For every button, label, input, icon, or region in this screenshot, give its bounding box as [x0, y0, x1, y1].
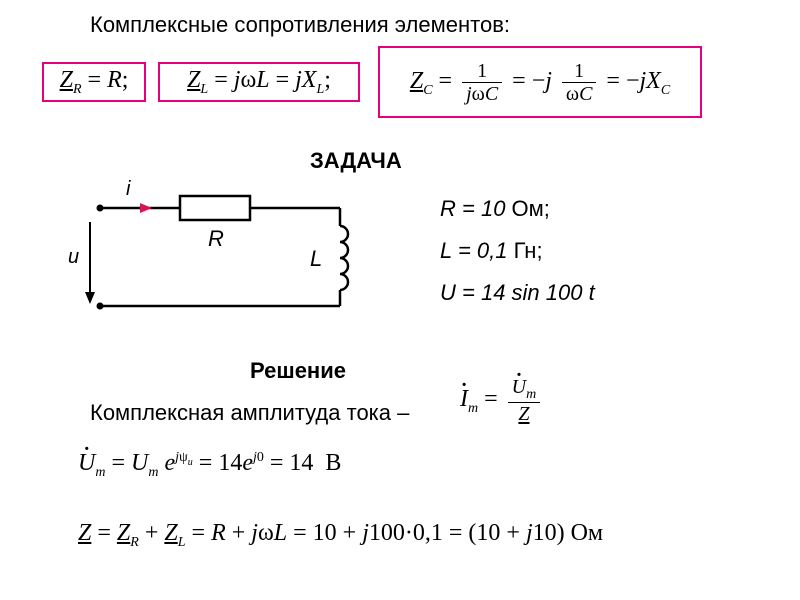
param-r: R = 10 Ом;: [440, 188, 595, 230]
parameters-block: R = 10 Ом; L = 0,1 Гн; U = 14 sin 100 t: [440, 188, 595, 314]
amplitude-text: Комплексная амплитуда тока –: [90, 400, 409, 426]
circuit-diagram: i u R L: [80, 178, 380, 328]
um-formula: Um = Um ejψu = 14ej0 = 14 В: [78, 450, 341, 481]
param-l: L = 0,1 Гн;: [440, 230, 595, 272]
u-label: u: [68, 246, 79, 269]
inductor-icon: [340, 226, 348, 290]
formula-zl: ZL = jωL = jXL;: [187, 67, 331, 98]
page-title: Комплексные сопротивления элементов:: [90, 12, 510, 38]
im-formula: Im = Um Z: [460, 376, 544, 425]
formula-zr-box: ZR = R;: [42, 62, 146, 102]
formula-zc-box: ZC = 1 jωC = −j 1 ωC = −jXC: [378, 46, 702, 118]
l-label: L: [310, 246, 322, 272]
i-label: i: [126, 178, 130, 201]
z-formula: Z = ZR + ZL = R + jωL = 10 + j100·0,1 = …: [78, 520, 603, 551]
formula-zl-box: ZL = jωL = jXL;: [158, 62, 360, 102]
solution-heading: Решение: [250, 358, 346, 384]
voltage-arrow-icon: [85, 292, 95, 304]
current-arrow-icon: [140, 203, 152, 213]
formula-zc: ZC = 1 jωC = −j 1 ωC = −jXC: [410, 60, 670, 105]
r-label: R: [208, 226, 224, 252]
formula-zr: ZR = R;: [60, 67, 129, 98]
problem-heading: ЗАДАЧА: [310, 148, 402, 174]
param-u: U = 14 sin 100 t: [440, 272, 595, 314]
circuit-svg: [80, 178, 380, 328]
